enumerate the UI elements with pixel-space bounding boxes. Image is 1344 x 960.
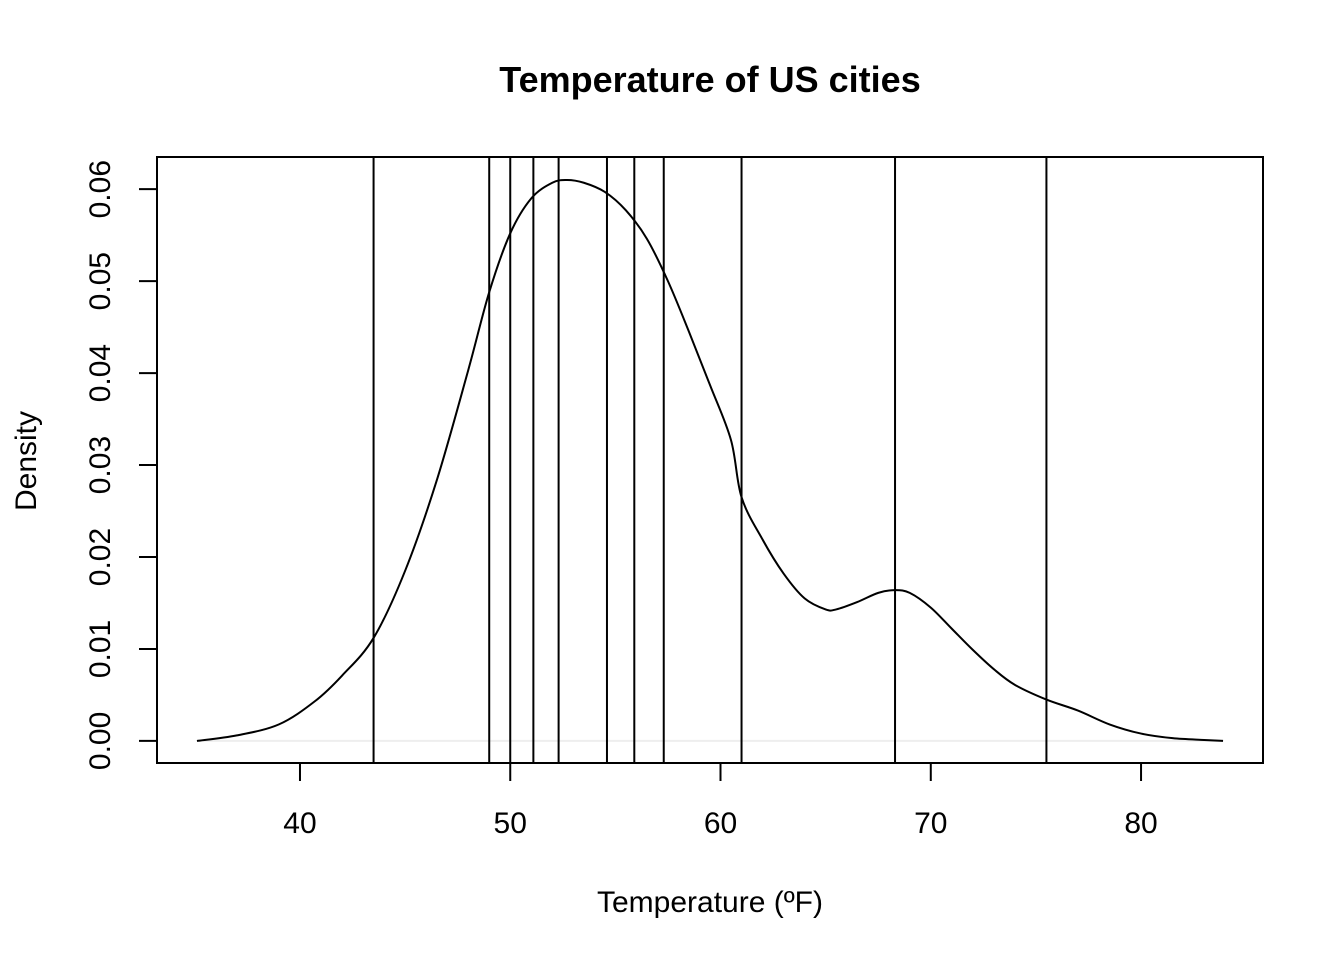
y-axis: 0.00 0.01 0.02 0.03 0.04 0.05 0.06 — [84, 160, 158, 770]
x-tick-label-2: 60 — [704, 807, 737, 840]
x-tick-label-0: 40 — [283, 807, 316, 840]
y-tick-label-5: 0.05 — [84, 252, 117, 310]
x-axis: 40 50 60 70 80 — [283, 762, 1158, 840]
y-tick-label-3: 0.03 — [84, 436, 117, 494]
plot-area — [156, 156, 1264, 764]
y-tick-label-0: 0.00 — [84, 712, 117, 770]
plot-frame — [156, 156, 1264, 764]
x-tick-label-4: 80 — [1124, 807, 1157, 840]
x-tick-label-1: 50 — [494, 807, 527, 840]
y-tick-label-6: 0.06 — [84, 160, 117, 218]
y-tick-label-4: 0.04 — [84, 344, 117, 402]
x-axis-title: Temperature (ºF) — [597, 886, 823, 919]
y-tick-label-1: 0.01 — [84, 620, 117, 678]
chart-title: Temperature of US cities — [499, 59, 920, 100]
y-axis-title: Density — [10, 411, 43, 511]
y-tick-label-2: 0.02 — [84, 528, 117, 586]
x-tick-label-3: 70 — [914, 807, 947, 840]
density-curve — [196, 178, 1224, 742]
